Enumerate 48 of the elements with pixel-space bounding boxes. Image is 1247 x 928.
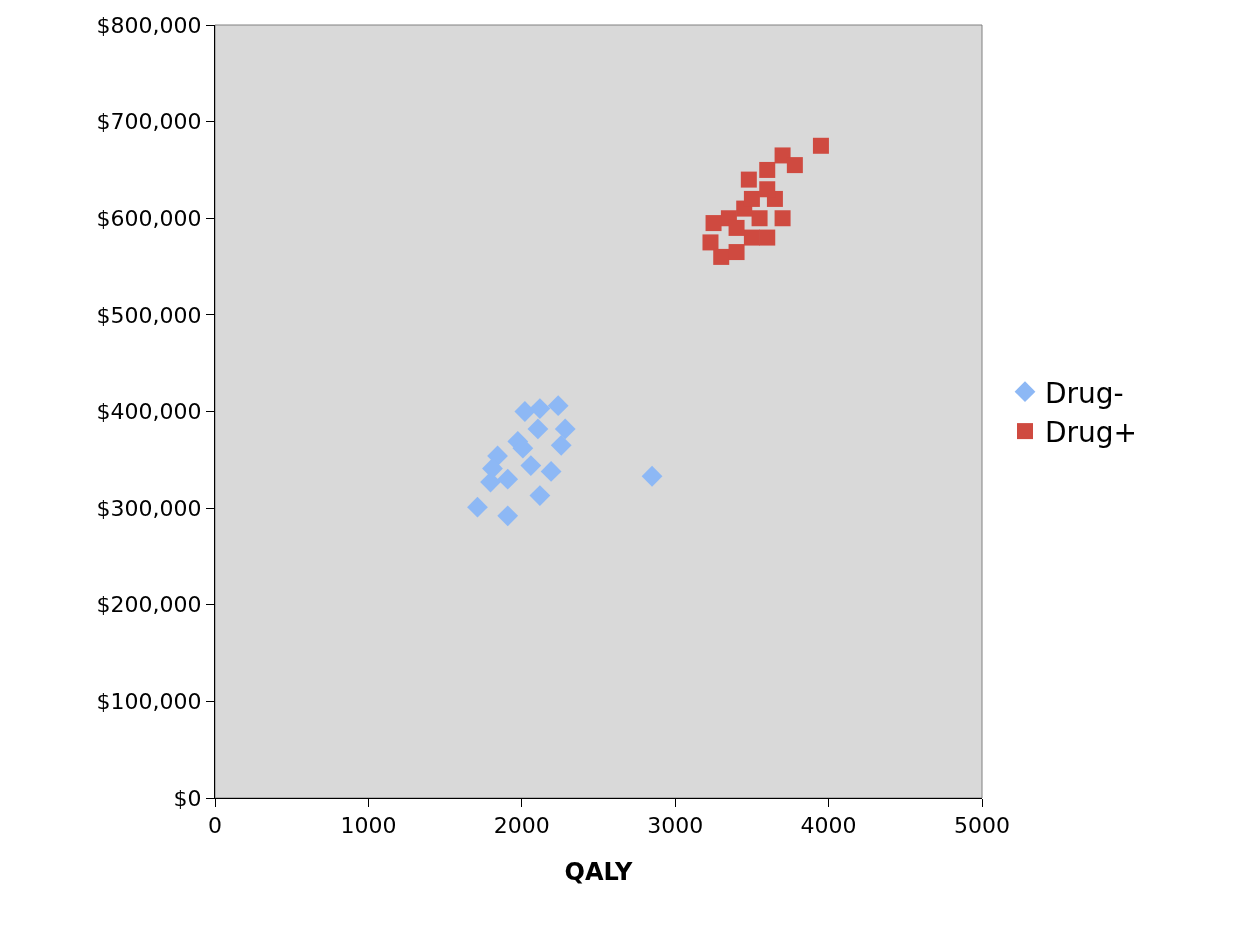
y-tick-label: $300,000 bbox=[96, 495, 202, 521]
point bbox=[529, 485, 551, 506]
y-tick-label: $600,000 bbox=[96, 205, 202, 231]
point bbox=[702, 234, 719, 251]
point bbox=[520, 455, 542, 477]
x-tick-label: 3000 bbox=[647, 813, 704, 839]
point bbox=[550, 434, 572, 456]
x-axis-title: QALY bbox=[564, 857, 634, 886]
point bbox=[759, 181, 776, 198]
point bbox=[774, 147, 791, 164]
point bbox=[497, 468, 519, 490]
y-tick-label: $0 bbox=[173, 785, 202, 811]
y-tick-label: $800,000 bbox=[96, 12, 202, 38]
point bbox=[759, 161, 776, 178]
y-tick-label: $200,000 bbox=[96, 592, 202, 618]
point bbox=[751, 210, 768, 227]
point bbox=[527, 418, 549, 440]
point bbox=[641, 465, 663, 487]
point bbox=[812, 137, 829, 154]
point bbox=[743, 229, 760, 246]
point bbox=[482, 458, 503, 479]
point bbox=[467, 496, 488, 518]
point bbox=[759, 229, 776, 246]
y-tick-label: $100,000 bbox=[96, 689, 202, 715]
point bbox=[529, 398, 551, 419]
x-tick-label: 4000 bbox=[800, 813, 857, 839]
point bbox=[740, 171, 757, 188]
point bbox=[743, 190, 760, 207]
point bbox=[728, 244, 745, 261]
y-tick-label: $400,000 bbox=[96, 399, 202, 425]
point bbox=[547, 395, 569, 417]
point bbox=[728, 219, 745, 236]
y-tick-label: $500,000 bbox=[96, 302, 202, 328]
point bbox=[705, 215, 722, 232]
x-tick-label: 2000 bbox=[493, 813, 550, 839]
point bbox=[554, 418, 576, 440]
point bbox=[774, 210, 791, 227]
point bbox=[540, 461, 562, 482]
x-tick-label: 0 bbox=[208, 813, 222, 839]
point bbox=[497, 505, 519, 527]
legend-label: Drug+ bbox=[1045, 416, 1138, 450]
y-tick-label: $700,000 bbox=[96, 109, 202, 135]
point bbox=[514, 401, 536, 422]
legend-label: Drug- bbox=[1045, 376, 1124, 410]
x-tick-label: 1000 bbox=[340, 813, 397, 839]
point bbox=[713, 248, 730, 265]
x-tick-label: 5000 bbox=[954, 813, 1010, 839]
point bbox=[786, 157, 803, 174]
